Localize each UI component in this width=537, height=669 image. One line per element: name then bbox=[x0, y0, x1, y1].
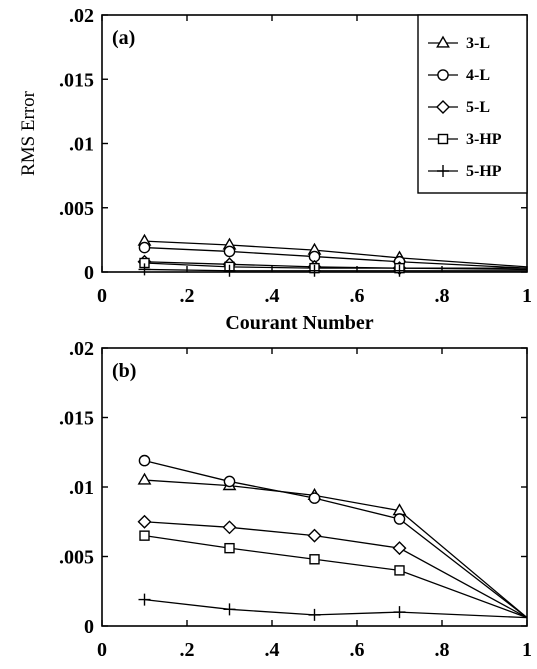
legend-item-5-l: 5-L bbox=[428, 99, 490, 116]
data-point bbox=[137, 514, 152, 529]
series-4-l bbox=[138, 241, 528, 269]
x-tick-label: .4 bbox=[265, 285, 280, 307]
panel-label: (a) bbox=[112, 27, 135, 49]
legend-marker bbox=[437, 133, 449, 145]
x-tick-label: .6 bbox=[350, 639, 365, 661]
y-tick-label: 0 bbox=[84, 616, 94, 638]
legend-item-4-l: 4-L bbox=[428, 67, 490, 84]
data-point bbox=[223, 264, 236, 277]
y-tick-label: .01 bbox=[69, 477, 94, 499]
x-tick-label: 1 bbox=[522, 285, 532, 307]
legend-marker bbox=[437, 165, 449, 177]
x-tick-label: .8 bbox=[435, 285, 450, 307]
data-point bbox=[223, 245, 236, 258]
data-point bbox=[224, 542, 235, 554]
series-3-l bbox=[137, 233, 528, 268]
y-tick-label: .015 bbox=[59, 69, 94, 91]
y-tick-label: .02 bbox=[69, 5, 94, 27]
series-5-l bbox=[137, 514, 528, 619]
data-point bbox=[307, 528, 322, 543]
x-axis-label: Courant Number bbox=[225, 312, 373, 334]
legend-item-5-hp: 5-HP bbox=[428, 163, 502, 180]
chart-panel-b: 0 .2 .4 .6 .8 1 0 .005 .01 .015 .02 Courant Number (… bbox=[59, 338, 532, 669]
data-point bbox=[392, 541, 407, 556]
data-point bbox=[393, 513, 406, 525]
legend-item-3-hp: 3-HP bbox=[428, 131, 502, 148]
y-tick-label: .005 bbox=[59, 198, 94, 220]
x-tick-label: .2 bbox=[180, 639, 195, 661]
legend: 3-L 4-L 5-L 3-HP 5-HP bbox=[417, 14, 528, 194]
data-point bbox=[138, 263, 151, 276]
legend-label: 3-HP bbox=[466, 131, 502, 148]
legend-marker bbox=[436, 100, 450, 114]
data-point bbox=[137, 472, 152, 485]
series-5-hp bbox=[138, 593, 528, 621]
legend-item-3-l: 3-L bbox=[428, 35, 490, 52]
x-tick-label: .2 bbox=[180, 285, 195, 307]
data-point bbox=[223, 475, 236, 488]
y-tick-label: .02 bbox=[69, 338, 94, 360]
y-tick-label: 0 bbox=[84, 262, 94, 284]
x-tick-label: .8 bbox=[435, 639, 450, 661]
data-point bbox=[138, 454, 151, 467]
x-tick-label: 0 bbox=[97, 639, 107, 661]
data-point bbox=[308, 608, 321, 621]
series-4-l bbox=[138, 454, 528, 619]
data-point bbox=[394, 565, 405, 576]
data-point bbox=[393, 606, 406, 619]
series-line bbox=[144, 535, 528, 619]
y-tick-label: .005 bbox=[59, 547, 94, 569]
data-point bbox=[138, 241, 151, 254]
y-tick-label: .015 bbox=[59, 408, 94, 430]
legend-label: 5-L bbox=[466, 99, 490, 116]
panel-label: (b) bbox=[112, 360, 136, 382]
legend-label: 3-L bbox=[466, 35, 490, 52]
plot-frame bbox=[101, 347, 528, 627]
y-axis-label: RMS Error bbox=[18, 90, 39, 176]
series-line bbox=[144, 598, 528, 619]
legend-label: 5-HP bbox=[466, 163, 502, 180]
data-point bbox=[223, 603, 236, 616]
series-line bbox=[144, 268, 527, 272]
y-tick-label: .01 bbox=[69, 134, 94, 156]
x-tick-label: .6 bbox=[350, 285, 365, 307]
legend-marker bbox=[437, 69, 449, 81]
chart-panel-a: 0 .2 .4 .6 .8 1 0 .005 .01 .015 .02 Courant Number R… bbox=[18, 5, 532, 334]
legend-label: 4-L bbox=[466, 67, 490, 84]
data-point bbox=[308, 492, 321, 504]
data-point bbox=[308, 264, 321, 277]
x-tick-label: 1 bbox=[522, 639, 532, 661]
data-point bbox=[309, 554, 320, 565]
legend-box bbox=[417, 14, 528, 194]
data-point bbox=[393, 264, 406, 277]
data-point bbox=[139, 530, 150, 541]
legend-marker bbox=[436, 35, 450, 48]
series-5-hp bbox=[138, 263, 527, 277]
data-point bbox=[138, 593, 151, 606]
x-axis-label: Courant Number bbox=[225, 666, 373, 669]
series-3-hp bbox=[139, 530, 528, 619]
data-point bbox=[222, 520, 237, 535]
x-tick-label: 0 bbox=[97, 285, 107, 307]
x-tick-label: .4 bbox=[265, 639, 280, 661]
